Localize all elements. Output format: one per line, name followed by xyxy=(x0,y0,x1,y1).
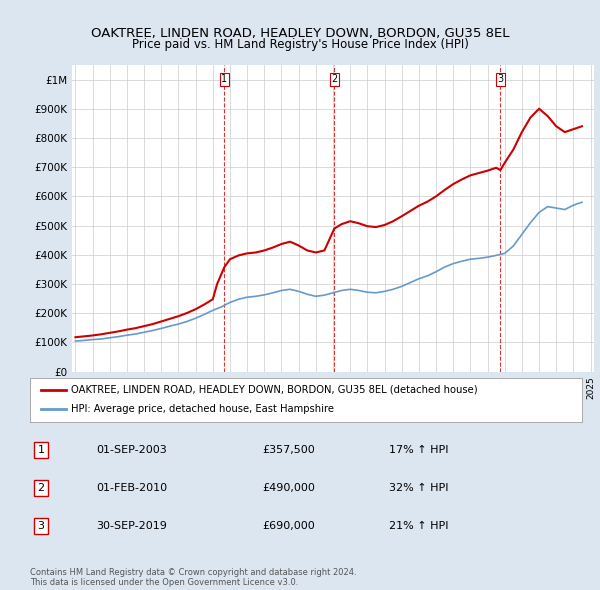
Text: 30-SEP-2019: 30-SEP-2019 xyxy=(96,521,167,531)
Text: 17% ↑ HPI: 17% ↑ HPI xyxy=(389,445,448,455)
Text: OAKTREE, LINDEN ROAD, HEADLEY DOWN, BORDON, GU35 8EL: OAKTREE, LINDEN ROAD, HEADLEY DOWN, BORD… xyxy=(91,27,509,40)
Text: Price paid vs. HM Land Registry's House Price Index (HPI): Price paid vs. HM Land Registry's House … xyxy=(131,38,469,51)
Text: 1: 1 xyxy=(38,445,44,455)
Text: 21% ↑ HPI: 21% ↑ HPI xyxy=(389,521,448,531)
Text: Contains HM Land Registry data © Crown copyright and database right 2024.
This d: Contains HM Land Registry data © Crown c… xyxy=(30,568,356,587)
Text: £357,500: £357,500 xyxy=(262,445,314,455)
Text: 2: 2 xyxy=(331,74,337,84)
Text: OAKTREE, LINDEN ROAD, HEADLEY DOWN, BORDON, GU35 8EL (detached house): OAKTREE, LINDEN ROAD, HEADLEY DOWN, BORD… xyxy=(71,385,478,395)
Text: 3: 3 xyxy=(38,521,44,531)
Text: 32% ↑ HPI: 32% ↑ HPI xyxy=(389,483,448,493)
Text: 1: 1 xyxy=(221,74,227,84)
Text: £690,000: £690,000 xyxy=(262,521,314,531)
Text: £490,000: £490,000 xyxy=(262,483,315,493)
Text: 2: 2 xyxy=(37,483,44,493)
Text: 01-FEB-2010: 01-FEB-2010 xyxy=(96,483,167,493)
Text: 3: 3 xyxy=(497,74,503,84)
Text: 01-SEP-2003: 01-SEP-2003 xyxy=(96,445,167,455)
Text: HPI: Average price, detached house, East Hampshire: HPI: Average price, detached house, East… xyxy=(71,405,334,414)
